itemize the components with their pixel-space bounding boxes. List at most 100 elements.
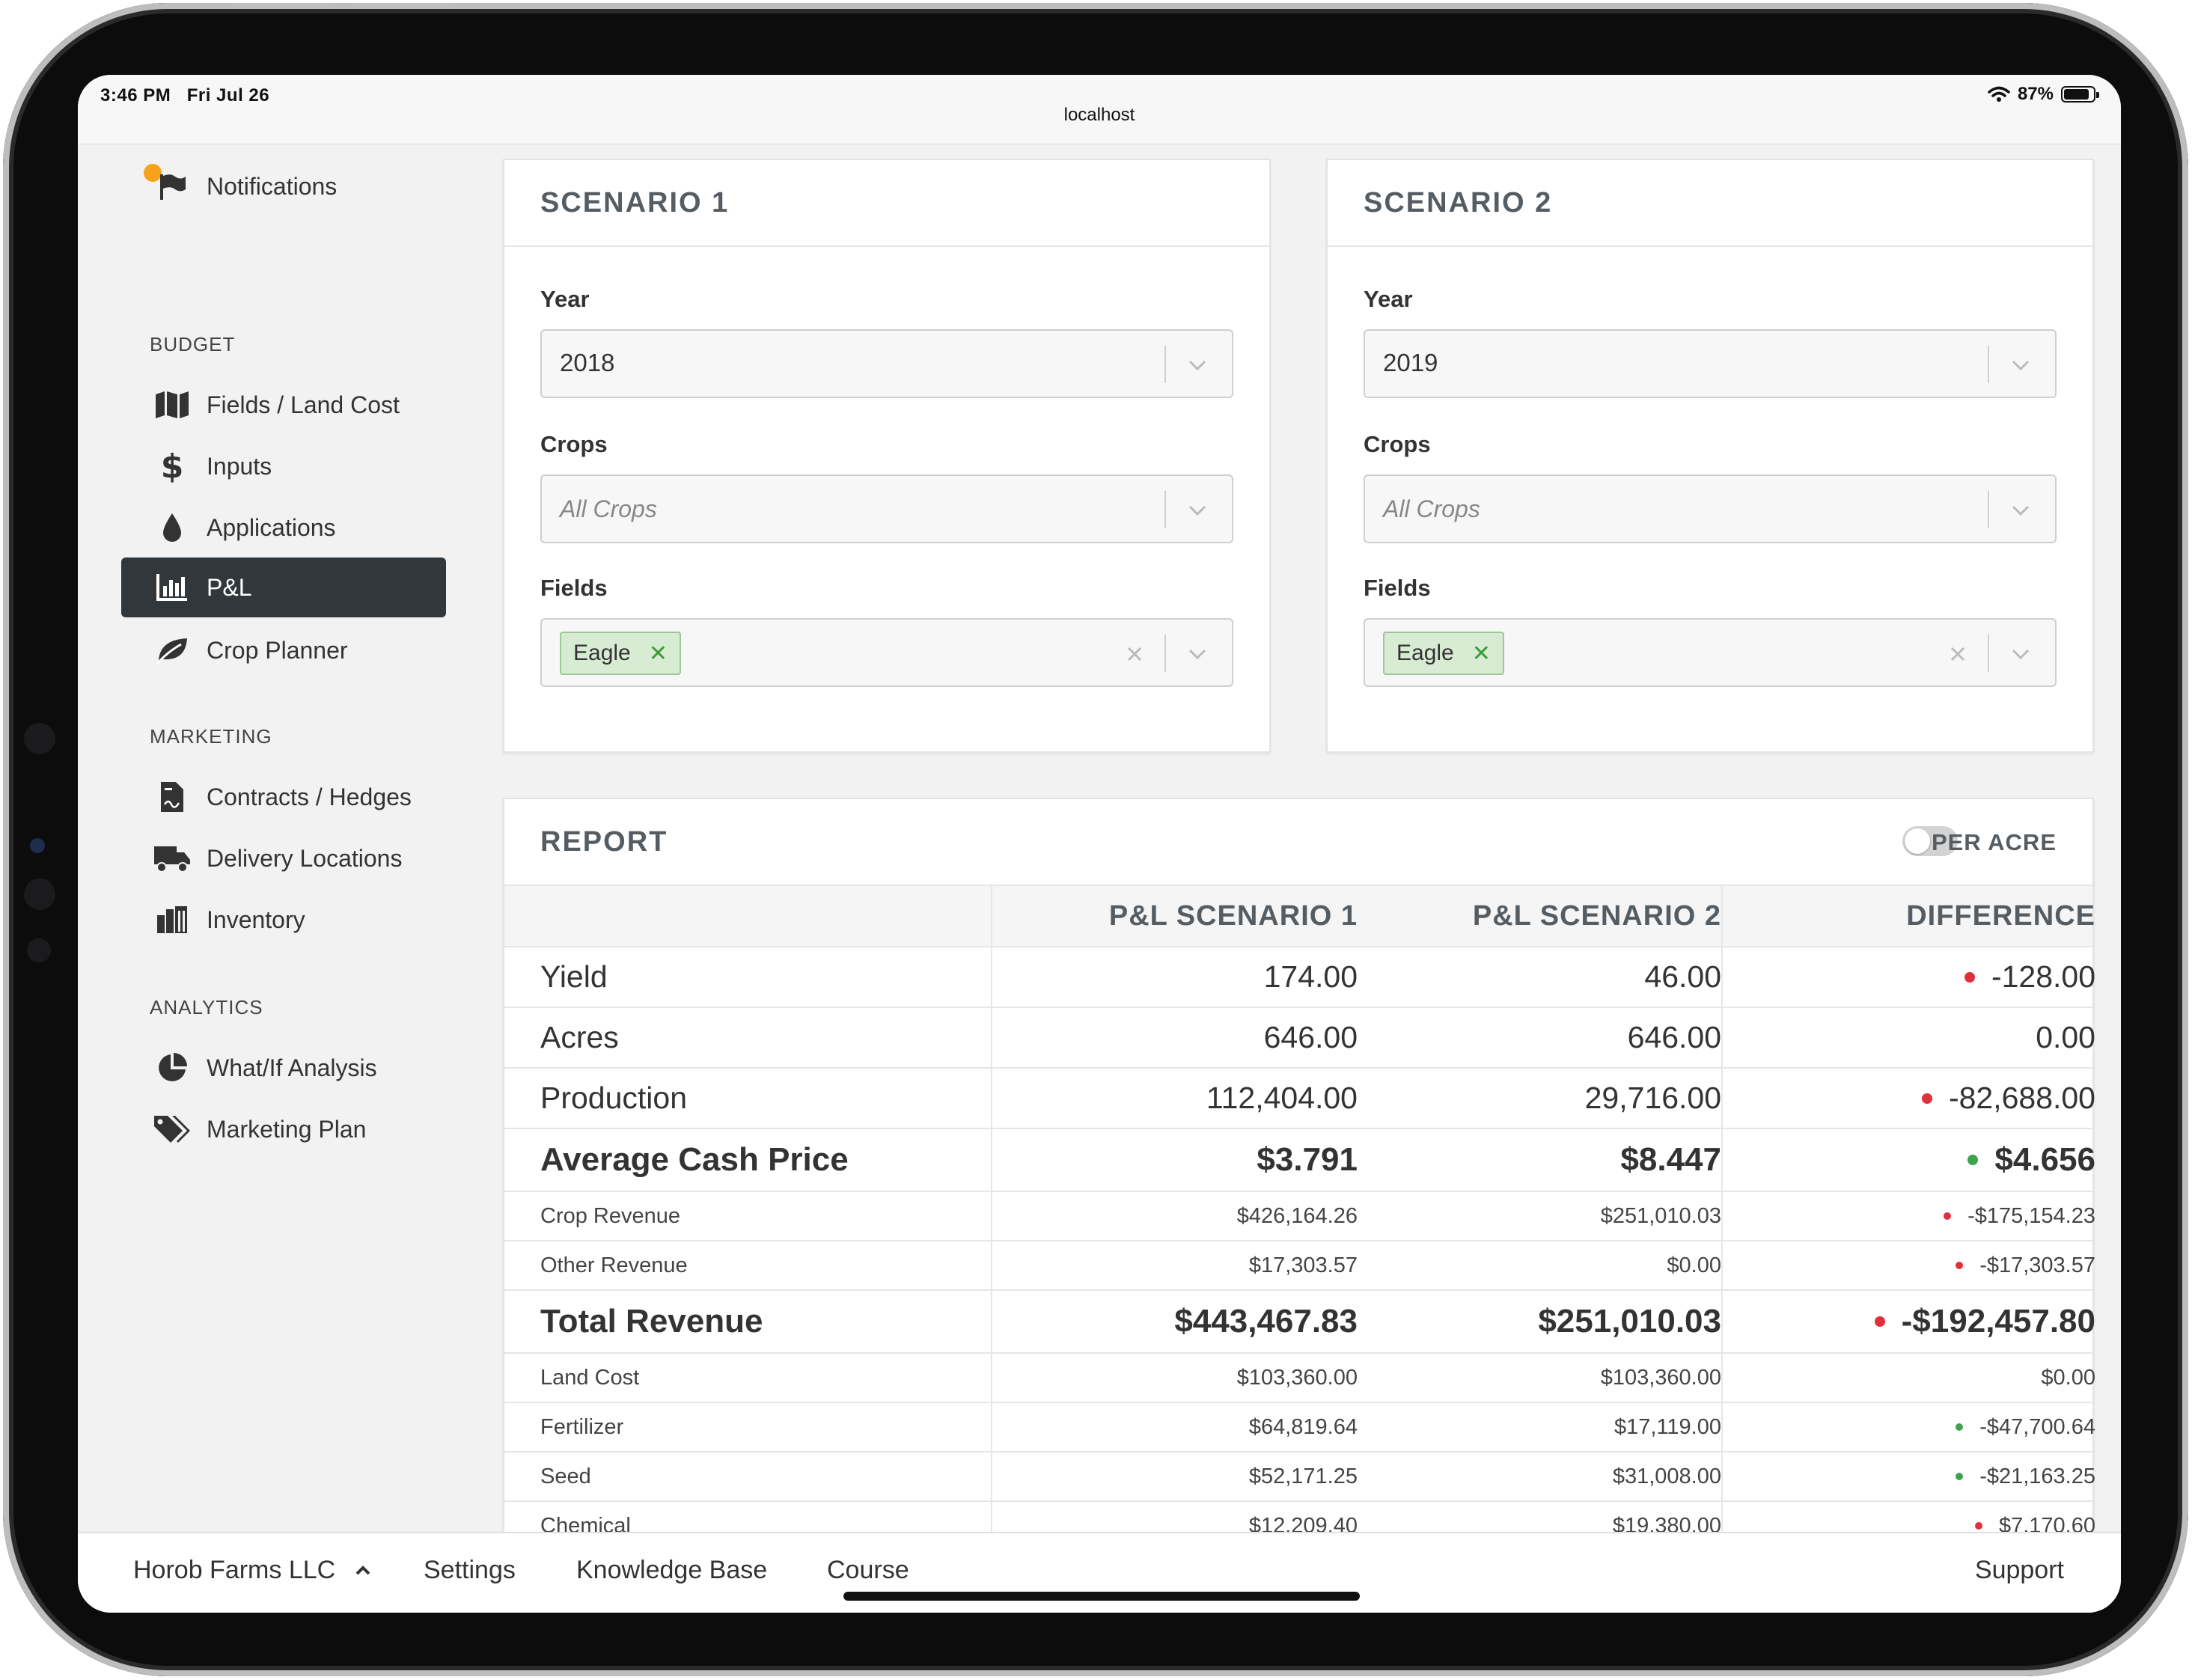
sidebar-item-inventory[interactable]: Inventory [121, 890, 446, 950]
knowledge-base-link[interactable]: Knowledge Base [576, 1556, 768, 1584]
scenario-2-value: $103,360.00 [1600, 1365, 1721, 1390]
difference-value: -128.00 [1721, 947, 2095, 1007]
scenario-2-fields-select[interactable]: Eagle ✕ [1364, 618, 2057, 687]
status-time: 3:46 PM Fri Jul 26 [100, 85, 270, 106]
scenario-1-value: $64,819.64 [991, 1403, 1358, 1451]
sidebar-item-fields[interactable]: Fields / Land Cost [121, 375, 446, 435]
fields-label: Fields [1364, 575, 1431, 601]
difference-indicator-icon [1964, 971, 1975, 983]
sidebar-item-crop-planner[interactable]: Crop Planner [121, 620, 446, 680]
screen: 3:46 PM Fri Jul 26 localhost 87% [78, 75, 2121, 1613]
difference-indicator-icon [1956, 1423, 1964, 1431]
sidebar-item-marketing-plan[interactable]: Marketing Plan [121, 1099, 446, 1159]
scenario-2-value: $0.00 [1667, 1253, 1721, 1277]
clear-icon[interactable] [1944, 641, 1971, 668]
scenario-1-fields-select[interactable]: Eagle ✕ [540, 618, 1233, 687]
section-label-budget: BUDGET [150, 333, 236, 355]
notification-badge [144, 164, 162, 182]
per-acre-toggle[interactable] [1902, 826, 1958, 856]
report-card: REPORT PER ACRE P&L SCENARIO 1 P&L SCENA… [503, 798, 2095, 1613]
scenario-2-value: $251,010.03 [1600, 1203, 1721, 1228]
sidebar-item-label: Notifications [207, 172, 338, 200]
difference-value: -82,688.00 [1721, 1069, 2095, 1128]
support-link[interactable]: Support [1974, 1556, 2064, 1584]
status-date: Fri Jul 26 [186, 85, 270, 106]
field-chip: Eagle ✕ [560, 632, 681, 675]
difference-value: $4.656 [1721, 1129, 2095, 1191]
scenario-2-crops-select[interactable]: All Crops [1364, 474, 2057, 543]
status-bar: 3:46 PM Fri Jul 26 localhost 87% [78, 75, 2121, 144]
table-row: Crop Revenue $426,164.26 $251,010.03 -$175,… [504, 1191, 2095, 1240]
sidebar-item-delivery[interactable]: Delivery Locations [121, 828, 446, 888]
table-header-cell: P&L SCENARIO 2 [1472, 899, 1721, 932]
field-chip: Eagle ✕ [1383, 632, 1504, 675]
crops-label: Crops [1364, 431, 1431, 457]
remove-chip-icon[interactable]: ✕ [1471, 641, 1491, 666]
company-switcher[interactable]: Horob Farms LLC [133, 1556, 373, 1585]
sidebar-item-label: Contracts / Hedges [207, 783, 412, 810]
warehouse-icon [153, 902, 192, 938]
scenario-2-year-select[interactable]: 2019 [1364, 329, 2057, 398]
scenario-1-value: 646.00 [991, 1008, 1358, 1067]
year-value: 2019 [1383, 349, 1438, 376]
status-right: 87% [1988, 84, 2099, 105]
chevron-down-icon [1188, 649, 1206, 660]
chevron-down-icon [2012, 649, 2030, 660]
droplet-icon [153, 510, 192, 546]
chevron-down-icon [1188, 360, 1206, 371]
difference-value: -$17,303.57 [1721, 1241, 2095, 1289]
year-value: 2018 [560, 349, 615, 376]
scenario-1-crops-select[interactable]: All Crops [540, 474, 1233, 543]
scenario-1-title: SCENARIO 1 [540, 187, 730, 219]
sidebar-item-notifications[interactable]: Notifications [121, 156, 446, 216]
scenario-1-year-select[interactable]: 2018 [540, 329, 1233, 398]
section-label-analytics: ANALYTICS [150, 996, 263, 1018]
table-row: Total Revenue $443,467.83 $251,010.03 -$192… [504, 1289, 2095, 1352]
table-row: Other Revenue $17,303.57 $0.00 -$17,303.57 [504, 1240, 2095, 1289]
sidebar-item-pl[interactable]: P&L [121, 558, 446, 617]
sidebar-item-inputs[interactable]: $ Inputs [121, 436, 446, 496]
scenario-2-card: SCENARIO 2 Year 2019 Crops All Crops Fie… [1326, 159, 2094, 753]
difference-value: -$192,457.80 [1721, 1291, 2095, 1352]
sidebar-item-applications[interactable]: Applications [121, 498, 446, 558]
scenario-1-value: 112,404.00 [991, 1069, 1358, 1128]
url-bar[interactable]: localhost [1063, 105, 1135, 125]
scenario-2-title: SCENARIO 2 [1364, 187, 1553, 219]
volume-button [235, 3, 332, 7]
file-contract-icon [153, 779, 192, 815]
scenario-1-value: $443,467.83 [991, 1291, 1358, 1352]
difference-indicator-icon [1944, 1212, 1952, 1220]
row-label: Other Revenue [540, 1253, 688, 1277]
settings-link[interactable]: Settings [424, 1556, 516, 1584]
sidebar-item-label: Delivery Locations [207, 844, 403, 872]
clear-icon[interactable] [1121, 641, 1148, 668]
difference-indicator-icon [1956, 1262, 1964, 1269]
sidebar-item-whatif[interactable]: What/If Analysis [121, 1038, 446, 1098]
scenario-1-value: 174.00 [991, 947, 1358, 1007]
scenario-1-value: $103,360.00 [991, 1354, 1358, 1402]
battery-icon [2061, 86, 2099, 103]
difference-indicator-icon [1956, 1473, 1964, 1480]
difference-value: -$47,700.64 [1721, 1403, 2095, 1451]
row-label: Average Cash Price [540, 1141, 849, 1178]
course-link[interactable]: Course [827, 1556, 909, 1584]
sidebar-item-label: Inventory [207, 905, 305, 933]
difference-indicator-icon [1967, 1155, 1979, 1165]
fields-label: Fields [540, 575, 608, 601]
field-chip-label: Eagle [573, 641, 631, 665]
flag-icon [153, 168, 192, 204]
sidebar-item-contracts[interactable]: Contracts / Hedges [121, 767, 446, 827]
sidebar-item-label: Crop Planner [207, 636, 348, 664]
chevron-down-icon [1188, 505, 1206, 516]
scenario-2-value: $31,008.00 [1612, 1464, 1721, 1488]
difference-value: -$21,163.25 [1721, 1453, 2095, 1500]
sidebar-item-label: Inputs [207, 452, 272, 480]
table-header-cell [540, 886, 989, 946]
crops-placeholder: All Crops [1383, 495, 1480, 522]
scenario-1-value: $17,303.57 [991, 1241, 1358, 1289]
table-header-row: P&L SCENARIO 1 P&L SCENARIO 2 DIFFERENCE [504, 885, 2095, 946]
row-label: Acres [540, 1020, 619, 1054]
company-name: Horob Farms LLC [133, 1556, 336, 1584]
row-label: Yield [540, 959, 608, 994]
remove-chip-icon[interactable]: ✕ [648, 641, 668, 666]
